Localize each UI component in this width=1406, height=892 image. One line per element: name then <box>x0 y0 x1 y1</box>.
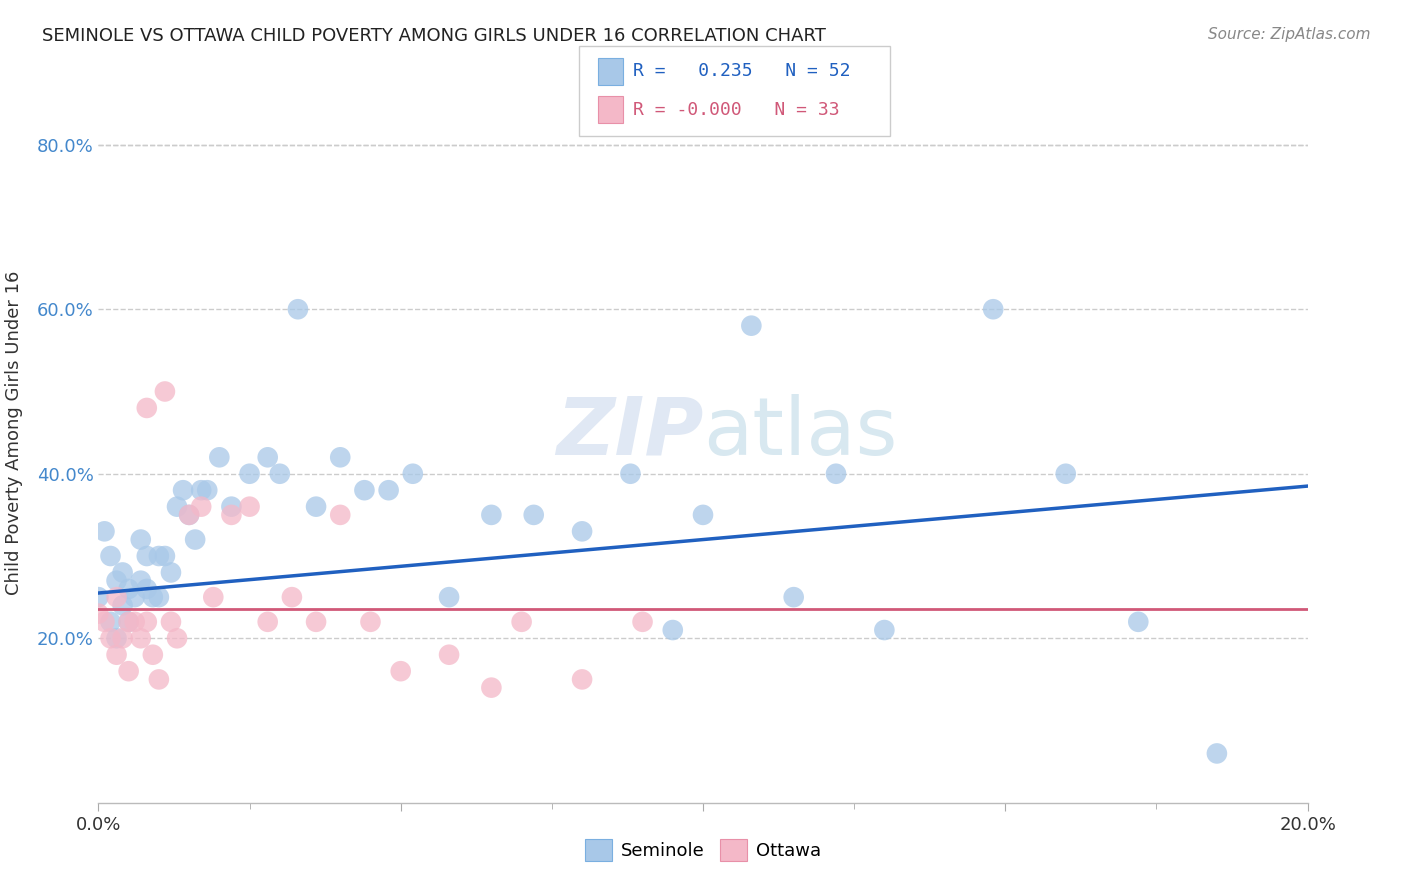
Text: R =   0.235   N = 52: R = 0.235 N = 52 <box>633 62 851 80</box>
Point <box>166 632 188 646</box>
Text: ZIP: ZIP <box>555 393 703 472</box>
Point <box>305 500 328 514</box>
Point <box>129 574 152 588</box>
Point <box>153 549 176 563</box>
Point <box>202 590 225 604</box>
Point <box>118 582 141 596</box>
Point <box>129 533 152 547</box>
Text: R = -0.000   N = 33: R = -0.000 N = 33 <box>633 101 839 119</box>
Point <box>93 524 115 539</box>
Point <box>148 549 170 563</box>
Point <box>93 615 115 629</box>
Point <box>692 508 714 522</box>
Point <box>571 673 593 687</box>
Point <box>825 467 848 481</box>
Point <box>195 483 218 498</box>
Point <box>118 615 141 629</box>
Point <box>148 590 170 604</box>
Point <box>256 450 278 465</box>
Text: Source: ZipAtlas.com: Source: ZipAtlas.com <box>1208 27 1371 42</box>
Point <box>305 615 328 629</box>
Point <box>111 566 134 580</box>
Point <box>239 500 262 514</box>
Point <box>118 615 141 629</box>
Point <box>111 599 134 613</box>
Point <box>118 664 141 678</box>
Point <box>661 623 683 637</box>
Point <box>87 590 110 604</box>
Point <box>402 467 425 481</box>
Y-axis label: Child Poverty Among Girls Under 16: Child Poverty Among Girls Under 16 <box>4 270 22 595</box>
Point <box>160 615 183 629</box>
Point <box>437 590 460 604</box>
Point <box>740 318 762 333</box>
Point <box>100 615 122 629</box>
Point <box>221 508 243 522</box>
Point <box>377 483 399 498</box>
Point <box>142 590 165 604</box>
Legend: Seminole, Ottawa: Seminole, Ottawa <box>578 831 828 868</box>
Point <box>239 467 262 481</box>
Point <box>1206 747 1229 761</box>
Point <box>135 615 157 629</box>
Point <box>124 590 146 604</box>
Point <box>256 615 278 629</box>
Point <box>281 590 304 604</box>
Point <box>179 508 201 522</box>
Point <box>100 632 122 646</box>
Point <box>783 590 806 604</box>
Point <box>1054 467 1077 481</box>
Point <box>190 483 212 498</box>
Point <box>360 615 382 629</box>
Point <box>135 582 157 596</box>
Point <box>571 524 593 539</box>
Point <box>481 508 503 522</box>
Point <box>184 533 207 547</box>
Point <box>269 467 291 481</box>
Point <box>287 302 309 317</box>
Point <box>142 648 165 662</box>
Point <box>481 681 503 695</box>
Point <box>981 302 1004 317</box>
Point <box>105 574 128 588</box>
Point <box>510 615 533 629</box>
Point <box>873 623 896 637</box>
Point <box>105 590 128 604</box>
Point <box>135 401 157 415</box>
Text: atlas: atlas <box>703 393 897 472</box>
Point <box>166 500 188 514</box>
Point <box>1128 615 1150 629</box>
Point <box>153 384 176 399</box>
Point <box>172 483 194 498</box>
Point <box>221 500 243 514</box>
Point <box>179 508 201 522</box>
Point <box>100 549 122 563</box>
Point <box>124 615 146 629</box>
Point <box>353 483 375 498</box>
Point <box>87 607 110 621</box>
Point <box>389 664 412 678</box>
Point <box>135 549 157 563</box>
Point <box>105 632 128 646</box>
Point <box>523 508 546 522</box>
Point <box>329 508 352 522</box>
Point <box>111 632 134 646</box>
Point <box>619 467 641 481</box>
Point <box>105 648 128 662</box>
Point <box>329 450 352 465</box>
Point <box>208 450 231 465</box>
Point <box>631 615 654 629</box>
Point <box>148 673 170 687</box>
Point <box>190 500 212 514</box>
Point <box>129 632 152 646</box>
Point <box>437 648 460 662</box>
Point <box>160 566 183 580</box>
Text: SEMINOLE VS OTTAWA CHILD POVERTY AMONG GIRLS UNDER 16 CORRELATION CHART: SEMINOLE VS OTTAWA CHILD POVERTY AMONG G… <box>42 27 827 45</box>
